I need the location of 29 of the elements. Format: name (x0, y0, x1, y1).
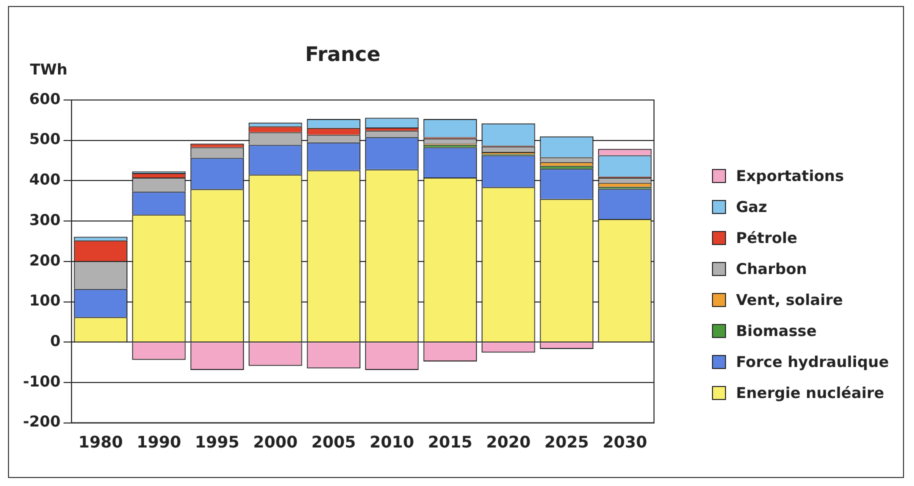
x-tick-label: 2020 (486, 432, 531, 452)
x-tick-label: 2030 (602, 432, 648, 452)
text: Energie nucléaire (736, 384, 884, 402)
y-tick-label: 600 (29, 90, 61, 108)
legend-label: Vent, solaire (736, 290, 843, 308)
x-tick-label: 1995 (194, 432, 240, 452)
x-tick-label: 1990 (136, 432, 182, 452)
y-tick-label: 300 (29, 210, 61, 229)
legend-label: Force hydraulique (736, 352, 889, 370)
x-tick-label: 1980 (78, 432, 123, 452)
x-tick-label: 2010 (370, 432, 414, 452)
legend-label: Charbon (736, 260, 807, 278)
y-tick-label: -100 (22, 372, 61, 390)
y-axis-title: TWh (30, 60, 68, 78)
y-tick-label: 200 (29, 251, 61, 270)
legend-label: Gaz (736, 198, 768, 216)
chart-title: France (305, 42, 380, 66)
legend-label: Biomasse (736, 322, 817, 340)
y-tick-label: 400 (29, 170, 61, 189)
y-tick-label: -200 (22, 412, 61, 431)
legend-label: Pétrole (736, 228, 798, 246)
y-tick-label: 0 (50, 332, 61, 350)
x-tick-label: 2005 (311, 432, 356, 452)
x-tick-label: 2025 (544, 432, 589, 452)
legend-label: Exportations (736, 166, 844, 184)
y-tick-label: 500 (29, 130, 61, 148)
y-tick-label: 100 (29, 292, 61, 310)
x-tick-label: 2015 (428, 432, 472, 452)
x-tick-label: 2000 (253, 432, 298, 452)
